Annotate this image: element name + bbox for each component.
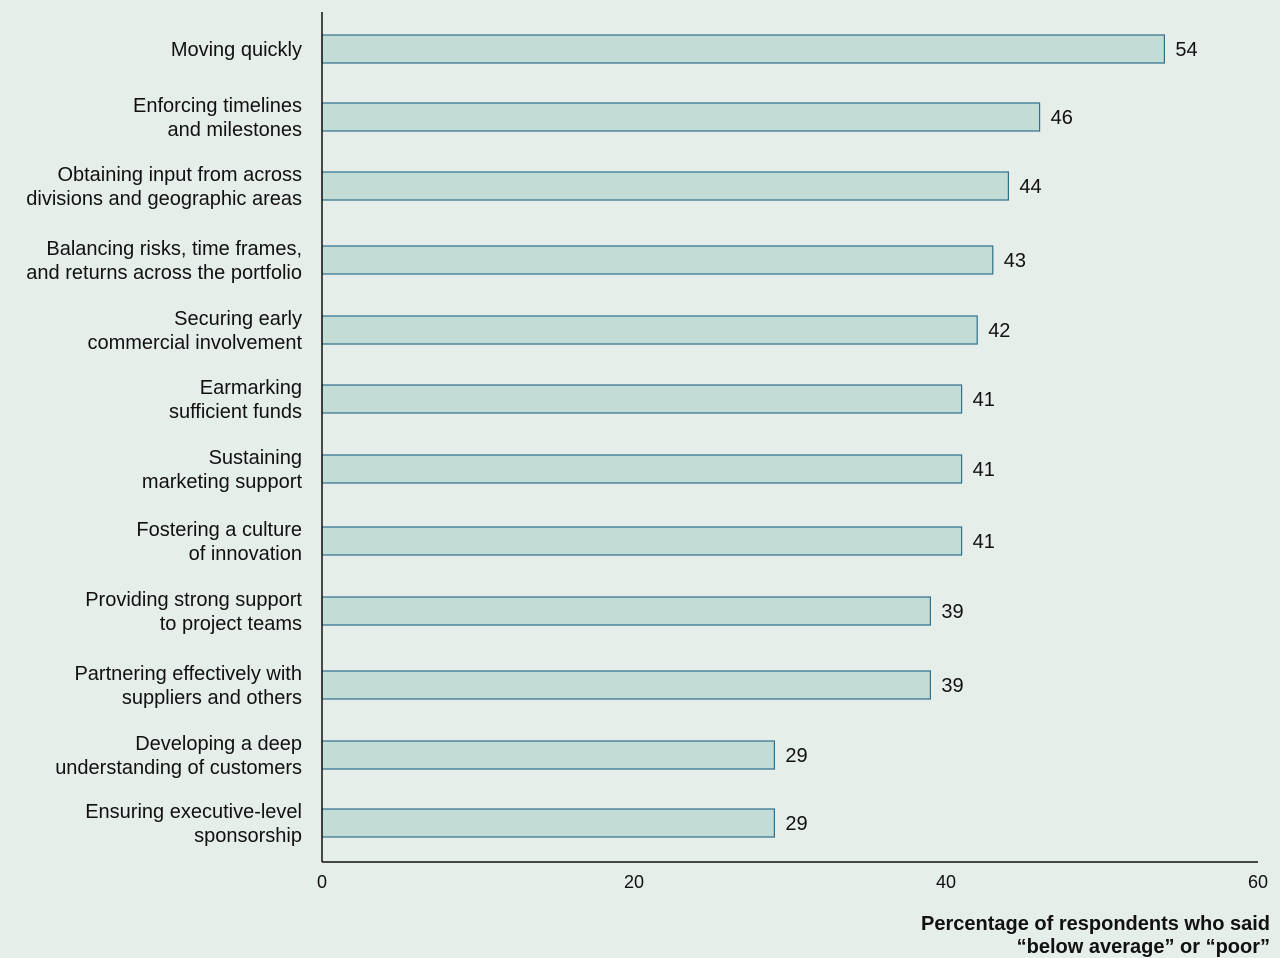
category-label: Fostering a culture of innovation [136,519,302,565]
data-label: 41 [973,459,995,481]
category-label-line: of innovation [189,543,302,565]
category-label-line: Enforcing timelines [133,95,302,117]
category-label-line: understanding of customers [55,757,302,779]
category-labels-layer: Moving quickly Enforcing timelines and mil… [26,39,302,847]
category-label-line: Partnering effectively with [74,663,302,685]
x-axis-title-line: Percentage of respondents who said [921,913,1270,935]
bar [321,102,1041,132]
bar [321,315,978,345]
value-labels-layer: 54 46 44 43 42 41 41 41 39 39 29 29 [785,39,1197,835]
bar [321,596,932,626]
bar [321,245,994,275]
category-label-line: Fostering a culture [136,519,302,541]
bar [321,34,1166,64]
category-label: Providing strong support to project teams [85,589,302,635]
category-label-line: sponsorship [194,825,302,847]
category-label-line: to project teams [160,613,302,635]
bar [321,454,963,484]
bar [321,670,932,700]
category-label: Partnering effectively with suppliers and… [74,663,302,709]
bar [321,526,963,556]
category-label: Sustaining marketing support [142,447,303,493]
data-label: 39 [941,675,963,697]
bars-layer [321,34,1166,838]
x-tick-label: 0 [317,872,327,892]
x-tick-labels-layer: 0 20 40 60 [317,872,1268,892]
data-label: 29 [785,745,807,767]
x-tick-label: 40 [936,872,956,892]
category-label-line: Earmarking [200,377,302,399]
category-label-line: commercial involvement [87,332,302,354]
category-label: Earmarking sufficient funds [169,377,302,423]
category-label-line: Obtaining input from across [57,164,302,186]
category-label: Enforcing timelines and milestones [133,95,302,141]
category-label: Ensuring executive-level sponsorship [85,801,302,847]
category-label-line: Ensuring executive-level [85,801,302,823]
data-label: 44 [1019,176,1041,198]
x-axis-title: Percentage of respondents who said“below… [921,913,1270,958]
x-axis-title-line: “below average” or “poor” [1017,936,1270,958]
category-label-line: and milestones [167,119,302,141]
category-label: Obtaining input from across divisions and… [26,164,302,210]
data-label: 46 [1051,107,1073,129]
bar [321,740,775,770]
category-label-line: sufficient funds [169,401,302,423]
category-label-line: divisions and geographic areas [26,188,302,210]
bar [321,384,963,414]
data-label: 29 [785,813,807,835]
category-label: Securing early commercial involvement [87,308,302,354]
data-label: 54 [1175,39,1197,61]
bar [321,171,1010,201]
data-label: 41 [973,389,995,411]
category-label-line: marketing support [142,471,303,493]
data-label: 39 [941,601,963,623]
category-label-line: Developing a deep [135,733,302,755]
data-label: 43 [1004,250,1026,272]
category-label-line: Balancing risks, time frames, [46,238,302,260]
category-label-line: Securing early [174,308,302,330]
data-label: 42 [988,320,1010,342]
category-label-line: and returns across the portfolio [26,262,302,284]
x-tick-label: 60 [1248,872,1268,892]
category-label-line: Moving quickly [171,39,302,61]
category-label-line: Sustaining [209,447,302,469]
category-label: Balancing risks, time frames, and returns… [26,238,302,284]
category-label: Developing a deep understanding of custom… [55,733,302,779]
category-label-line: suppliers and others [122,687,302,709]
data-label: 41 [973,531,995,553]
category-label: Moving quickly [171,39,302,61]
bar [321,808,775,838]
x-tick-label: 20 [624,872,644,892]
category-label-line: Providing strong support [85,589,302,611]
